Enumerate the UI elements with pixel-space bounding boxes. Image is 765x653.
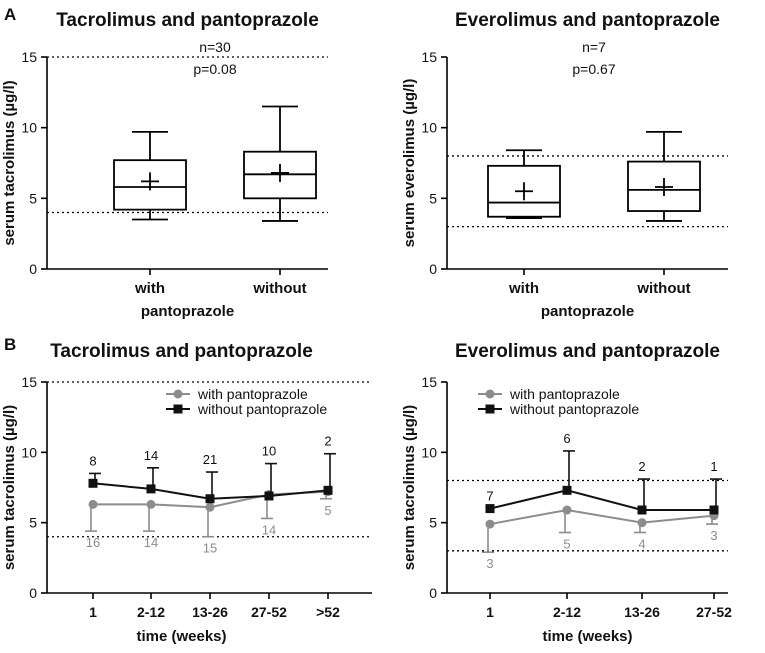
b-eve-ytick-label: 10	[421, 444, 437, 460]
b-eve-ytick-label: 0	[429, 585, 437, 601]
a-eve-box-without	[627, 131, 701, 222]
a-tac-ytick-label: 15	[21, 49, 37, 65]
b-tac-n-label: 16	[86, 535, 100, 550]
b-tac-point-without	[205, 494, 215, 504]
a-eve-ytick-label: 15	[421, 49, 437, 65]
b-eve-legend-marker	[485, 404, 495, 414]
b-tac-xtick-label: >52	[316, 604, 340, 620]
b-eve-n-label: 6	[563, 431, 570, 446]
b-eve-point-without	[637, 505, 647, 515]
b-eve-series-line-without	[489, 489, 714, 512]
a-tac-ytick-label: 5	[29, 190, 37, 206]
b-eve-ytick-label: 15	[421, 374, 437, 390]
b-eve-xtick-label: 2-12	[553, 604, 581, 620]
b-eve-point-with	[485, 519, 495, 529]
b-eve-n-label: 1	[710, 459, 717, 474]
b-eve-point-with	[637, 518, 647, 528]
b-tac-ytick-label: 5	[29, 515, 37, 531]
a-eve-box-with	[487, 149, 561, 220]
a-eve-ytick-label: 0	[429, 261, 437, 277]
b-tac-xtick-label: 1	[89, 604, 97, 620]
b-eve-n-label: 3	[710, 528, 717, 543]
a-eve-xlabel: pantoprazole	[541, 303, 634, 320]
b-tac-legend-label: with pantoprazole	[197, 386, 308, 402]
b-eve-legend-label: with pantoprazole	[509, 386, 620, 402]
b-tac-n-label: 5	[324, 503, 331, 518]
b-eve-n-label: 7	[486, 489, 493, 504]
b-eve-point-without	[562, 485, 572, 495]
b-tac-n-label: 10	[262, 444, 276, 459]
b-tac-title: Tacrolimus and pantoprazole	[50, 341, 313, 362]
a-eve-ytick-label: 5	[429, 190, 437, 206]
b-eve-ytick-label: 5	[429, 515, 437, 531]
b-tac-legend-marker	[173, 389, 183, 399]
b-tac-xlabel: time (weeks)	[136, 628, 226, 645]
b-tac-legend-marker	[173, 404, 183, 414]
b-tac-point-without	[146, 484, 156, 494]
b-tac-point-without	[264, 491, 274, 501]
a-eve-ytick-label: 10	[421, 120, 437, 136]
a-tac-title: Tacrolimus and pantoprazole	[56, 10, 319, 31]
b-eve-point-without	[709, 505, 719, 515]
b-eve-n-label: 3	[486, 556, 493, 571]
b-eve-n-label: 4	[638, 537, 645, 552]
b-eve-series-line-with	[489, 508, 715, 526]
b-tac-n-label: 21	[203, 452, 217, 467]
b-eve-n-label: 5	[563, 537, 570, 552]
b-eve-xtick-label: 27-52	[696, 604, 732, 620]
a-tac-xlabel: pantoprazole	[141, 303, 234, 320]
a-eve-annotation: p=0.67	[572, 61, 615, 77]
b-eve-legend-label: without pantoprazole	[509, 401, 639, 417]
b-tac-n-label: 14	[144, 448, 158, 463]
a-tac-ylabel: serum tacrolimus (µg/l)	[1, 80, 18, 245]
b-tac-xtick-label: 13-26	[192, 604, 228, 620]
b-eve-n-label: 2	[638, 459, 645, 474]
b-eve-ylabel: serum tacrolimus (µg/l)	[401, 405, 418, 570]
b-eve-xtick-label: 13-26	[624, 604, 660, 620]
b-tac-xtick-label: 27-52	[251, 604, 287, 620]
b-eve-point-with	[562, 505, 572, 515]
a-tac-xtick-label: without	[252, 280, 306, 297]
panel-letter-b: B	[4, 335, 16, 354]
b-tac-point-with	[88, 499, 98, 509]
a-tac-box-without	[243, 105, 317, 222]
a-tac-annotation: n=30	[199, 39, 231, 55]
b-tac-point-without	[323, 485, 333, 495]
b-eve-title: Everolimus and pantoprazole	[455, 341, 720, 362]
b-tac-legend-label: without pantoprazole	[197, 401, 327, 417]
b-tac-point-with	[205, 502, 215, 512]
a-eve-xtick-label: without	[636, 280, 690, 297]
b-tac-ylabel: serum tacrolimus (µg/l)	[1, 405, 18, 570]
b-eve-legend-marker	[485, 389, 495, 399]
a-eve-ylabel: serum everolimus (µg/l)	[401, 79, 418, 248]
a-tac-ytick-label: 10	[21, 120, 37, 136]
b-tac-n-label: 14	[262, 522, 276, 537]
a-tac-box-with	[113, 131, 187, 221]
b-eve-point-without	[485, 504, 495, 514]
a-tac-annotation: p=0.08	[193, 61, 236, 77]
b-tac-n-label: 14	[144, 535, 158, 550]
b-tac-n-label: 15	[203, 541, 217, 556]
b-tac-point-with	[146, 499, 156, 509]
b-tac-ytick-label: 10	[21, 444, 37, 460]
b-tac-point-without	[88, 478, 98, 488]
a-eve-xtick-label: with	[508, 280, 539, 297]
b-tac-xtick-label: 2-12	[137, 604, 165, 620]
a-eve-title: Everolimus and pantoprazole	[455, 10, 720, 31]
b-eve-xlabel: time (weeks)	[542, 628, 632, 645]
b-tac-n-label: 2	[324, 434, 331, 449]
a-tac-xtick-label: with	[134, 280, 165, 297]
b-tac-ytick-label: 0	[29, 585, 37, 601]
b-tac-n-label: 8	[89, 453, 96, 468]
panel-letter-a: A	[4, 5, 16, 24]
b-tac-ytick-label: 15	[21, 374, 37, 390]
a-tac-ytick-label: 0	[29, 261, 37, 277]
b-eve-xtick-label: 1	[486, 604, 494, 620]
a-eve-annotation: n=7	[582, 39, 606, 55]
